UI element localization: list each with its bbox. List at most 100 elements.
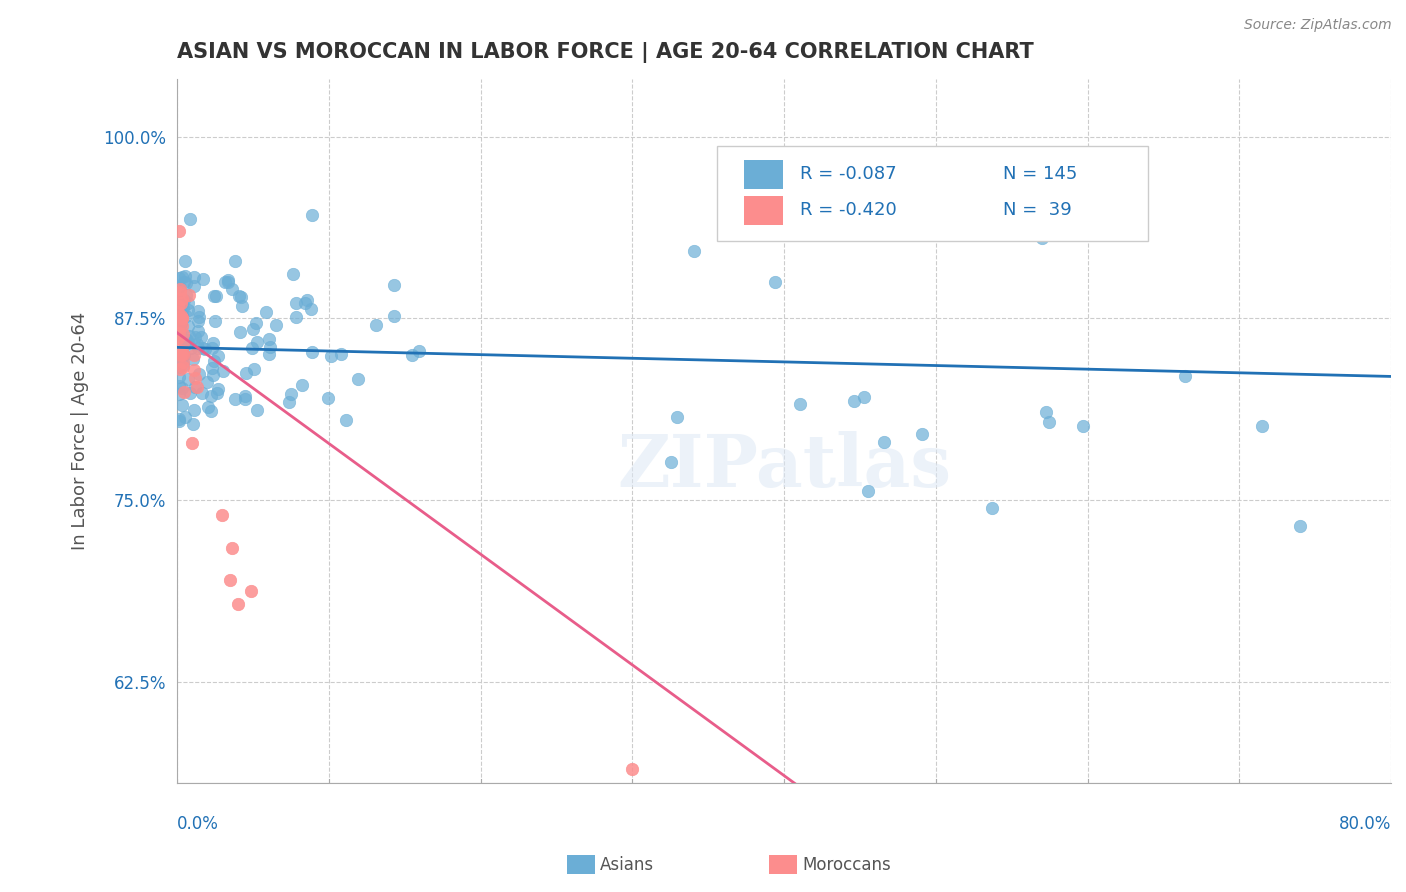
Point [233,389,256,403]
Point [174,336,197,351]
Point [200,389,222,403]
Text: Moroccans: Moroccans [803,856,891,874]
Point [173,293,195,307]
Point [226,597,249,611]
Point [187,314,209,328]
Point [221,541,243,556]
Point [231,299,253,313]
FancyBboxPatch shape [717,145,1149,241]
Point [330,347,353,361]
Point [228,289,250,303]
Point [191,385,214,400]
Point [202,368,225,383]
Point [1031,231,1053,245]
Point [184,330,207,344]
Point [172,398,194,412]
Point [224,392,246,406]
Point [167,360,190,375]
Point [205,289,228,303]
Point [177,288,200,302]
Point [291,378,314,392]
Point [202,354,225,368]
Point [169,285,191,300]
Point [167,305,190,319]
Point [170,353,193,368]
Point [659,455,682,469]
Point [789,397,811,411]
Point [170,381,193,395]
Point [240,584,263,599]
Text: Asians: Asians [600,856,654,874]
Point [176,296,198,310]
Point [180,341,202,355]
Bar [744,195,783,225]
Point [257,347,280,361]
Point [172,358,194,372]
Point [174,269,197,284]
Point [297,293,319,307]
Point [201,335,224,350]
Point [856,484,879,499]
Point [172,355,194,369]
Point [167,299,190,313]
Point [172,347,194,361]
Point [200,341,222,355]
Point [335,413,357,427]
Point [184,380,207,394]
Point [174,287,197,301]
Point [254,305,277,319]
Point [193,272,215,286]
Point [207,382,229,396]
Point [212,364,235,378]
Point [742,786,765,800]
Point [1251,418,1274,433]
Point [364,318,387,332]
Point [202,289,225,303]
Point [169,282,191,296]
Point [1035,404,1057,418]
Point [170,349,193,363]
Point [844,393,866,408]
Point [621,762,644,776]
Point [408,343,430,358]
Point [299,302,322,317]
Point [204,314,226,328]
Point [186,379,208,393]
Y-axis label: In Labor Force | Age 20-64: In Labor Force | Age 20-64 [72,312,89,550]
Point [214,275,236,289]
Point [1174,368,1197,383]
Point [283,267,305,281]
Point [211,508,233,522]
Point [1289,519,1312,533]
Text: ZIPatlas: ZIPatlas [617,431,952,501]
Point [179,385,201,400]
Point [319,350,342,364]
Point [278,394,301,409]
Point [245,316,267,330]
Text: Source: ZipAtlas.com: Source: ZipAtlas.com [1244,18,1392,32]
Point [347,372,370,386]
Point [240,342,263,356]
Point [197,401,219,415]
Point [170,311,193,326]
Point [177,319,200,334]
Point [172,318,194,333]
Point [174,277,197,291]
Point [183,403,205,417]
Text: 0.0%: 0.0% [177,815,219,833]
Point [285,296,308,310]
Point [285,310,308,324]
Point [683,244,706,258]
Point [181,351,204,366]
Bar [744,160,783,189]
Point [207,349,229,363]
Point [167,224,190,238]
Point [167,279,190,293]
Point [194,342,217,356]
Point [849,820,872,834]
Point [401,347,423,361]
Point [170,296,193,310]
Point [174,310,197,324]
Point [167,412,190,426]
Point [167,331,190,345]
